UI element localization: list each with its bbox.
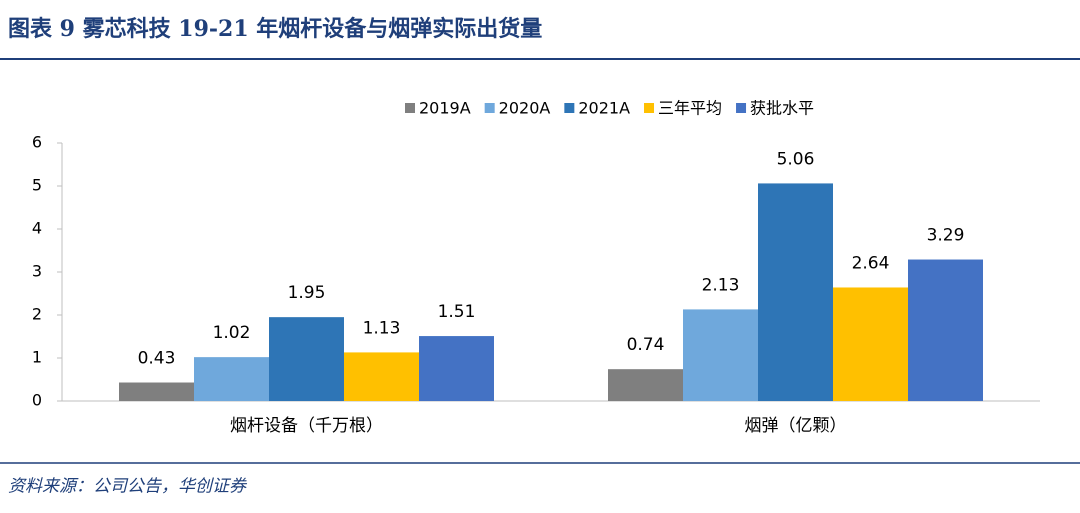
bar <box>683 309 758 401</box>
y-tick-label: 6 <box>32 133 42 152</box>
x-tick-label: 烟杆设备（千万根） <box>230 416 383 436</box>
legend-label: 三年平均 <box>658 99 722 118</box>
y-tick-label: 4 <box>32 219 42 238</box>
legend-swatch <box>644 103 655 113</box>
bar <box>608 369 683 401</box>
value-label: 5.06 <box>777 149 815 169</box>
bar <box>194 357 269 401</box>
value-label: 1.95 <box>288 283 326 303</box>
legend-swatch <box>405 103 415 113</box>
y-tick-label: 1 <box>32 348 42 367</box>
y-tick-label: 5 <box>32 176 42 195</box>
chart-title: 图表 9 雾芯科技 19-21 年烟杆设备与烟弹实际出货量 <box>8 16 542 42</box>
bar <box>344 352 419 401</box>
legend-label: 2019A <box>419 99 471 118</box>
bar <box>833 287 908 401</box>
y-tick-label: 3 <box>32 262 42 281</box>
value-label: 2.64 <box>852 253 890 273</box>
legend-swatch <box>736 103 747 113</box>
value-label: 2.13 <box>702 275 740 295</box>
value-label: 0.74 <box>627 335 665 355</box>
legend-label: 2020A <box>499 99 551 118</box>
value-label: 0.43 <box>138 349 176 369</box>
bar <box>908 259 983 401</box>
y-tick-label: 0 <box>32 391 42 410</box>
source: 资料来源：公司公告，华创证券 <box>8 477 248 497</box>
value-label: 1.02 <box>213 323 251 343</box>
legend-label: 获批水平 <box>750 99 814 118</box>
x-tick-label: 烟弹（亿颗） <box>745 416 847 436</box>
bar <box>758 183 833 401</box>
legend-swatch <box>564 103 575 113</box>
legend-swatch <box>484 103 495 113</box>
y-tick-label: 2 <box>32 305 42 324</box>
bar <box>269 317 344 401</box>
value-label: 1.51 <box>438 302 476 322</box>
value-label: 3.29 <box>927 226 965 246</box>
value-label: 1.13 <box>363 318 401 338</box>
bar <box>119 382 194 401</box>
bar <box>419 336 494 401</box>
legend-label: 2021A <box>578 99 630 118</box>
